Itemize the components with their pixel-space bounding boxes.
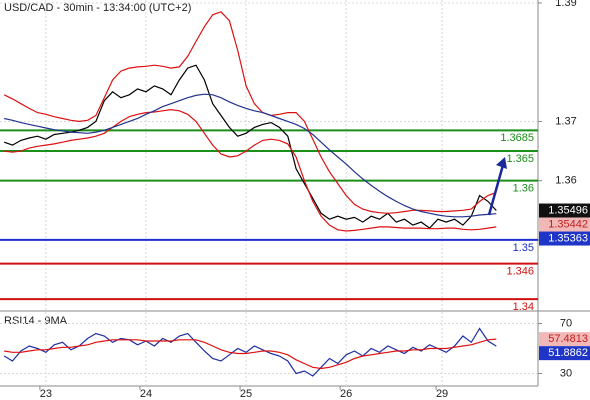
series-line: [4, 93, 497, 218]
forecast-arrow-head: [496, 157, 507, 169]
x-tick-label: 25: [240, 388, 252, 400]
chart-title: USD/CAD - 30min - 13:34:00 (UTC+2): [4, 2, 191, 14]
level-label: 1.36: [513, 183, 534, 195]
y-tick-label: 1.39: [555, 0, 576, 9]
x-tick-label: 23: [40, 388, 52, 400]
series-line: [3, 327, 497, 377]
y-tick-label: 1.36: [555, 175, 576, 187]
series-line: [4, 108, 497, 232]
level-label: 1.3685: [500, 132, 534, 144]
last-value-label: 51.8862: [548, 347, 588, 359]
last-value-box: [539, 203, 590, 218]
y-tick-label: 70: [560, 317, 572, 329]
last-value-box: [539, 217, 590, 232]
last-value-box: [539, 231, 590, 246]
forecast-arrow: [487, 164, 505, 216]
series-line: [4, 338, 497, 370]
last-value-label: 57.4813: [548, 333, 588, 345]
level-label: 1.346: [506, 266, 534, 278]
last-value-box: [539, 346, 590, 361]
last-value-label: 1.35442: [548, 218, 588, 230]
x-tick-label: 29: [436, 388, 448, 400]
y-tick-label: 1.37: [555, 115, 576, 127]
last-value-label: 1.35496: [548, 204, 588, 216]
x-tick-label: 24: [140, 388, 152, 400]
series-line: [4, 64, 497, 229]
level-label: 1.35: [513, 242, 534, 254]
series-line: [3, 11, 497, 214]
last-value-label: 1.35363: [548, 232, 588, 244]
y-tick-label: 30: [560, 367, 572, 379]
rsi-title: RSI14 - 9MA: [4, 315, 68, 327]
last-value-box: [539, 332, 590, 347]
level-label: 1.365: [506, 153, 534, 165]
x-tick-label: 26: [340, 388, 352, 400]
level-label: 1.34: [513, 301, 534, 313]
